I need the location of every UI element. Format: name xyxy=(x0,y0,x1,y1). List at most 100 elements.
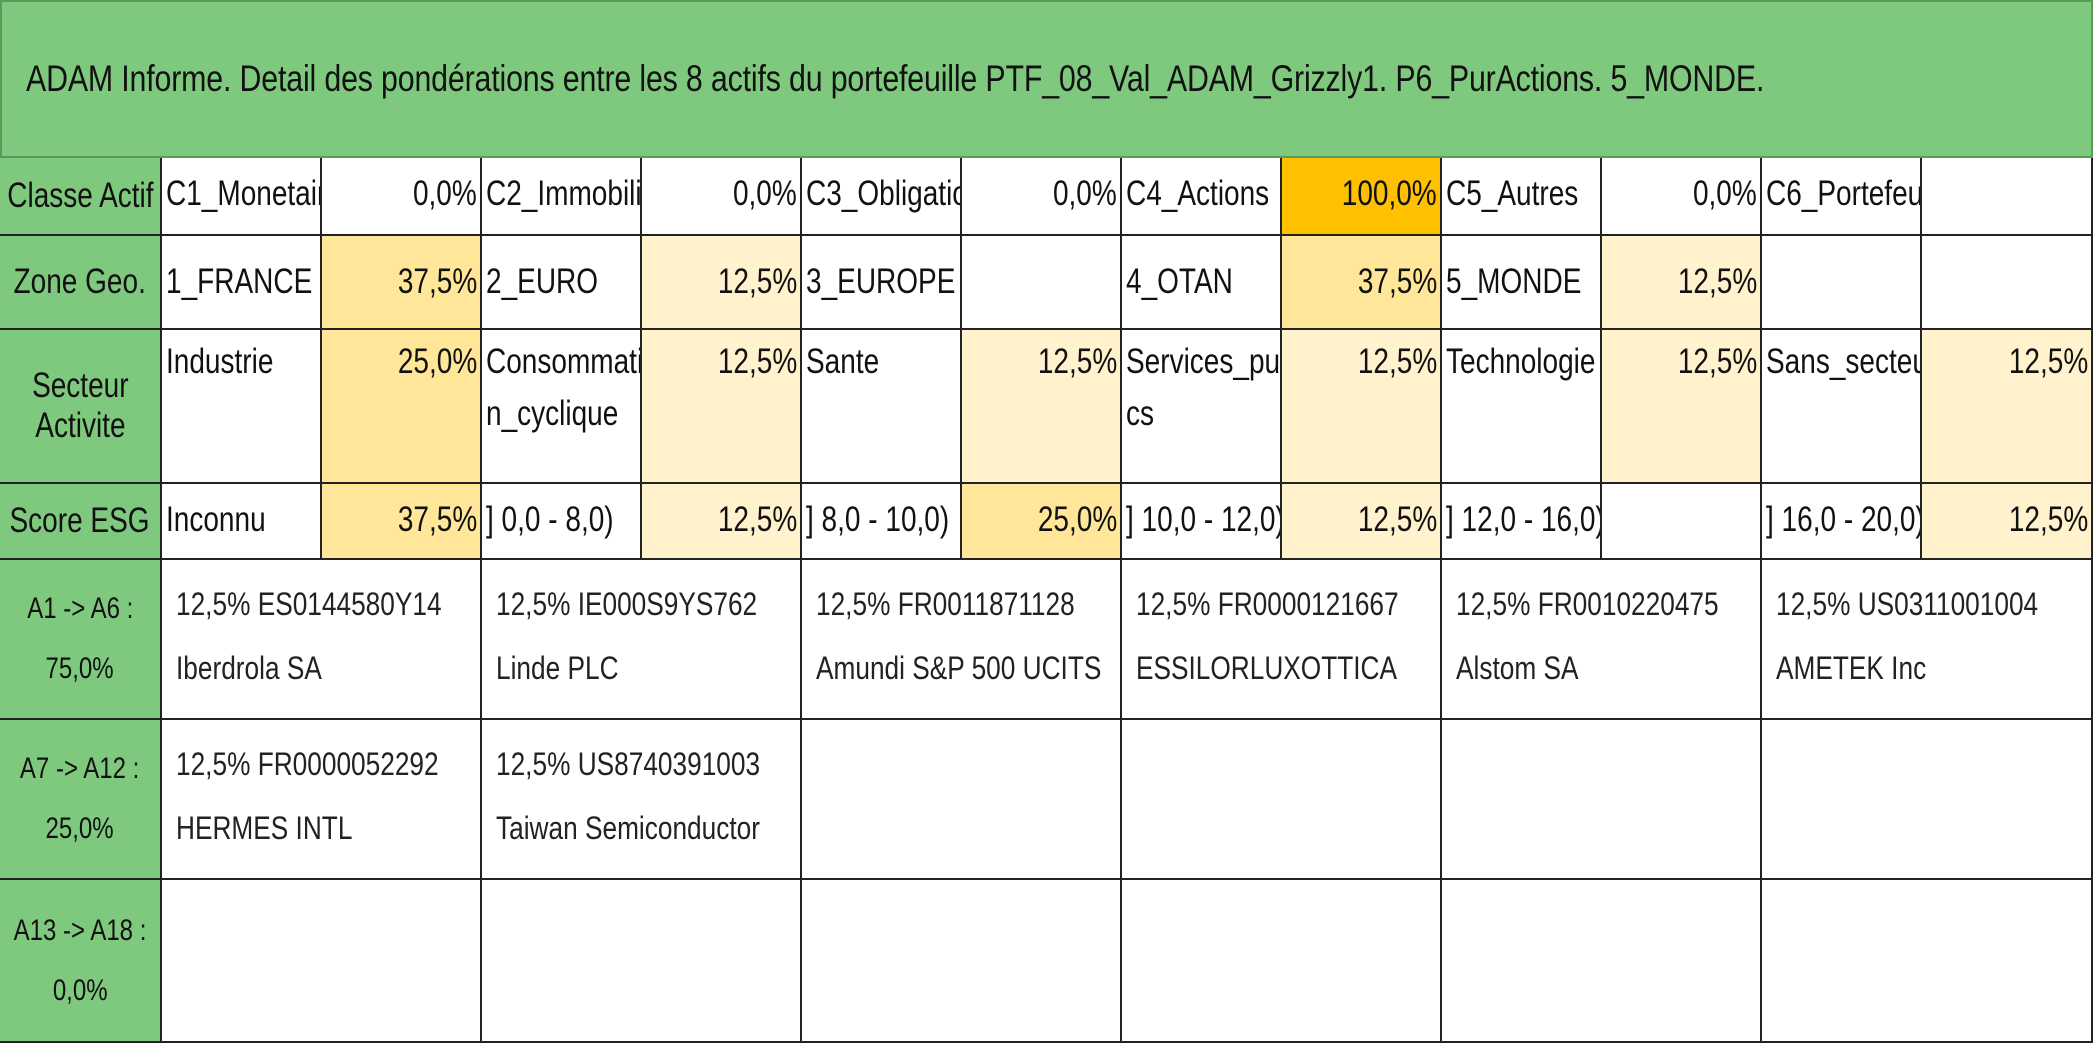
classe-label-cell[interactable]: C5_Autres xyxy=(1442,158,1602,236)
row-header-esg[interactable]: Score ESG xyxy=(0,484,162,560)
zone-label: 2_EURO xyxy=(486,262,599,301)
asset-cell[interactable]: 12,5% US0311001004 AMETEK Inc xyxy=(1762,560,2093,720)
secteur-value: 12,5% xyxy=(1357,342,1437,381)
asset-cell[interactable]: 12,5% FR0010220475 Alstom SA xyxy=(1442,560,1762,720)
asset-group-header[interactable]: A13 -> A18 : 0,0% xyxy=(0,880,162,1043)
zone-label-cell[interactable]: 3_EUROPE xyxy=(802,236,962,330)
classe-label-cell[interactable]: C4_Actions xyxy=(1122,158,1282,236)
esg-value-cell[interactable]: 12,5% xyxy=(1922,484,2093,560)
asset-name: AMETEK Inc xyxy=(1776,650,1927,686)
zone-value-cell[interactable]: 37,5% xyxy=(1282,236,1442,330)
title-bar: ADAM Informe. Detail des pondérations en… xyxy=(0,0,2093,158)
classe-value-cell[interactable] xyxy=(1922,158,2093,236)
asset-cell[interactable] xyxy=(1762,720,2093,880)
asset-cell[interactable]: 12,5% FR0011871128 Amundi S&P 500 UCITS xyxy=(802,560,1122,720)
asset-cell[interactable]: 12,5% FR0000052292 HERMES INTL xyxy=(162,720,482,880)
secteur-label-cell[interactable]: Technologie xyxy=(1442,330,1602,484)
asset-cell[interactable] xyxy=(802,720,1122,880)
classe-label: C2_Immobilier xyxy=(486,174,642,213)
esg-value-cell[interactable] xyxy=(1602,484,1762,560)
zone-value: 12,5% xyxy=(1677,262,1757,301)
secteur-value-cell[interactable]: 12,5% xyxy=(642,330,802,484)
asset-cell[interactable]: 12,5% ES0144580Y14 Iberdrola SA xyxy=(162,560,482,720)
classe-value-cell[interactable]: 100,0% xyxy=(1282,158,1442,236)
asset-weight-isin: 12,5% FR0000121667 xyxy=(1136,586,1399,622)
asset-cell[interactable] xyxy=(162,880,482,1043)
esg-value-cell[interactable]: 37,5% xyxy=(322,484,482,560)
secteur-value-cell[interactable]: 12,5% xyxy=(962,330,1122,484)
classe-label-cell[interactable]: C2_Immobilier xyxy=(482,158,642,236)
asset-cell[interactable]: 12,5% US8740391003 Taiwan Semiconductor xyxy=(482,720,802,880)
secteur-label: Technologie xyxy=(1446,342,1596,381)
zone-value: 37,5% xyxy=(1357,262,1437,301)
classe-label-cell[interactable]: C1_Monetaire xyxy=(162,158,322,236)
esg-label: Inconnu xyxy=(166,500,266,539)
esg-label: ] 10,0 - 12,0) xyxy=(1126,500,1282,539)
secteur-label-cell[interactable]: Services_publi cs xyxy=(1122,330,1282,484)
zone-value-cell[interactable] xyxy=(1922,236,2093,330)
asset-group-header[interactable]: A7 -> A12 : 25,0% xyxy=(0,720,162,880)
asset-name: HERMES INTL xyxy=(176,810,353,846)
esg-label-cell[interactable]: ] 10,0 - 12,0) xyxy=(1122,484,1282,560)
row-header-classe[interactable]: Classe Actif xyxy=(0,158,162,236)
asset-cell[interactable]: 12,5% IE000S9YS762 Linde PLC xyxy=(482,560,802,720)
asset-cell[interactable] xyxy=(1442,880,1762,1043)
zone-value-cell[interactable]: 12,5% xyxy=(1602,236,1762,330)
esg-value-cell[interactable]: 25,0% xyxy=(962,484,1122,560)
row-header-label: Score ESG xyxy=(9,501,151,540)
classe-value-cell[interactable]: 0,0% xyxy=(1602,158,1762,236)
secteur-label-cell[interactable]: Sante xyxy=(802,330,962,484)
asset-weight-isin: 12,5% US8740391003 xyxy=(496,746,761,782)
classe-value-cell[interactable]: 0,0% xyxy=(322,158,482,236)
esg-label: ] 12,0 - 16,0) xyxy=(1446,500,1602,539)
secteur-value-cell[interactable]: 12,5% xyxy=(1602,330,1762,484)
row-header-zone[interactable]: Zone Geo. xyxy=(0,236,162,330)
asset-cell[interactable] xyxy=(1762,880,2093,1043)
secteur-label-cell[interactable]: Industrie xyxy=(162,330,322,484)
classe-value: 100,0% xyxy=(1342,174,1437,213)
secteur-label: Consommatio n_cyclique xyxy=(486,342,642,433)
asset-cell[interactable]: 12,5% FR0000121667 ESSILORLUXOTTICA xyxy=(1122,560,1442,720)
secteur-label-cell[interactable]: Consommatio n_cyclique xyxy=(482,330,642,484)
classe-value: 0,0% xyxy=(733,174,797,213)
secteur-value-cell[interactable]: 12,5% xyxy=(1922,330,2093,484)
esg-value: 12,5% xyxy=(717,500,797,539)
classe-value-cell[interactable]: 0,0% xyxy=(962,158,1122,236)
esg-label: ] 0,0 - 8,0) xyxy=(486,500,614,539)
esg-label-cell[interactable]: ] 0,0 - 8,0) xyxy=(482,484,642,560)
esg-value-cell[interactable]: 12,5% xyxy=(1282,484,1442,560)
zone-value-cell[interactable]: 37,5% xyxy=(322,236,482,330)
secteur-value-cell[interactable]: 25,0% xyxy=(322,330,482,484)
esg-label-cell[interactable]: ] 16,0 - 20,0) xyxy=(1762,484,1922,560)
secteur-label-cell[interactable]: Sans_secteur xyxy=(1762,330,1922,484)
esg-label-cell[interactable]: Inconnu xyxy=(162,484,322,560)
zone-label-cell[interactable]: 2_EURO xyxy=(482,236,642,330)
asset-group-range: A1 -> A6 : xyxy=(26,592,134,625)
asset-cell[interactable] xyxy=(1442,720,1762,880)
asset-group-range: A13 -> A18 : xyxy=(13,913,147,947)
esg-label-cell[interactable]: ] 8,0 - 10,0) xyxy=(802,484,962,560)
row-header-secteur[interactable]: Secteur Activite xyxy=(0,330,162,484)
classe-label: C1_Monetaire xyxy=(166,174,320,213)
zone-value-cell[interactable]: 12,5% xyxy=(642,236,802,330)
esg-label-cell[interactable]: ] 12,0 - 16,0) xyxy=(1442,484,1602,560)
classe-value-cell[interactable]: 0,0% xyxy=(642,158,802,236)
asset-cell[interactable] xyxy=(802,880,1122,1043)
classe-label-cell[interactable]: C6_Portefeuille xyxy=(1762,158,1922,236)
asset-cell[interactable] xyxy=(1122,880,1442,1043)
asset-cell[interactable] xyxy=(482,880,802,1043)
secteur-value-cell[interactable]: 12,5% xyxy=(1282,330,1442,484)
asset-cell[interactable] xyxy=(1122,720,1442,880)
zone-label-cell[interactable]: 1_FRANCE xyxy=(162,236,322,330)
report-title[interactable]: ADAM Informe. Detail des pondérations en… xyxy=(26,58,1765,99)
zone-label-cell[interactable]: 5_MONDE xyxy=(1442,236,1602,330)
asset-name: Linde PLC xyxy=(496,650,619,686)
classe-label-cell[interactable]: C3_Obligations xyxy=(802,158,962,236)
zone-label-cell[interactable] xyxy=(1762,236,1922,330)
esg-value: 37,5% xyxy=(397,500,477,539)
esg-value-cell[interactable]: 12,5% xyxy=(642,484,802,560)
zone-label-cell[interactable]: 4_OTAN xyxy=(1122,236,1282,330)
zone-value-cell[interactable] xyxy=(962,236,1122,330)
secteur-label: Sante xyxy=(806,342,880,381)
asset-group-header[interactable]: A1 -> A6 : 75,0% xyxy=(0,560,162,720)
